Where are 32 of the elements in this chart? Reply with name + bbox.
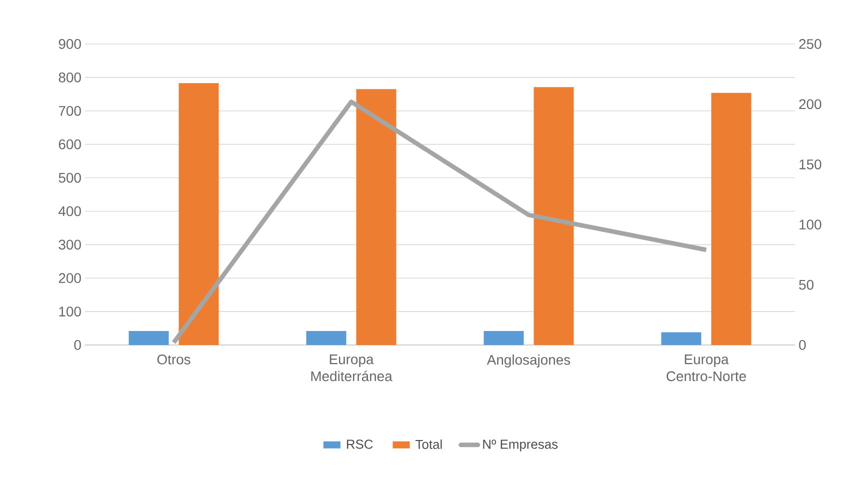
- y2-tick-label: 200: [799, 99, 822, 110]
- legend-label: Total: [416, 439, 442, 449]
- y2-tick-label: 100: [800, 220, 822, 230]
- bar: [534, 87, 574, 345]
- x-tick-label: Europa Mediterránea: [311, 354, 392, 382]
- legend-label: RSC: [346, 440, 373, 449]
- bar: [711, 92, 752, 345]
- y-tick-label: 800: [58, 72, 81, 82]
- legend-label: Nº Empresas: [483, 440, 558, 452]
- y2-tick-label: 0: [799, 340, 806, 350]
- y-tick-label: 500: [58, 172, 81, 183]
- y2-tick-label: 250: [799, 39, 822, 49]
- y-tick-label: 900: [58, 39, 81, 49]
- bar: [661, 332, 702, 345]
- y-tick-label: 200: [58, 273, 81, 284]
- x-tick-label: Otros: [157, 354, 190, 364]
- bar: [128, 330, 169, 345]
- bar: [356, 89, 396, 345]
- x-tick-label: Europa Centro-Norte: [666, 354, 746, 382]
- y-tick-label: 600: [58, 139, 81, 150]
- x-tick-label: Anglosajones: [486, 354, 570, 368]
- y-tick-label: 0: [74, 340, 81, 350]
- y-tick-label: 100: [59, 306, 81, 316]
- bar: [484, 330, 524, 345]
- bar: [306, 330, 346, 345]
- y-tick-label: 300: [58, 240, 81, 250]
- y2-tick-label: 50: [799, 280, 814, 290]
- y-tick-label: 700: [58, 106, 81, 116]
- y-tick-label: 400: [58, 206, 81, 216]
- y2-tick-label: 150: [800, 159, 822, 170]
- line-series: [172, 100, 709, 345]
- bar: [178, 83, 219, 345]
